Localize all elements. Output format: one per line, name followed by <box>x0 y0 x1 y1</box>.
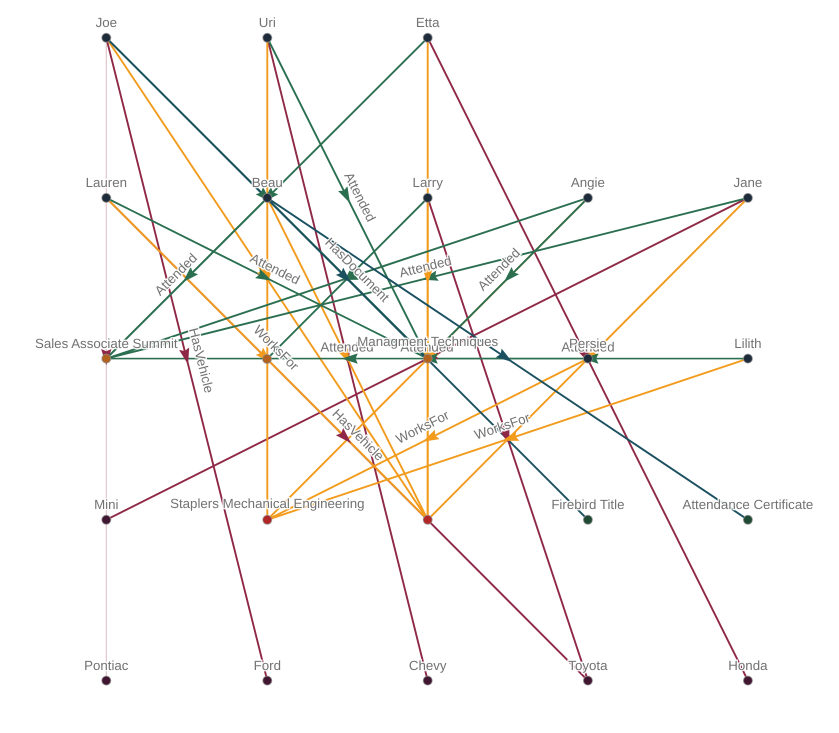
svg-text:Jane: Jane <box>733 175 762 190</box>
svg-text:Joe: Joe <box>96 15 117 30</box>
svg-text:Mini: Mini <box>94 497 118 512</box>
svg-text:Persie: Persie <box>569 336 607 351</box>
svg-text:Pontiac: Pontiac <box>84 658 129 673</box>
svg-text:Honda: Honda <box>728 658 768 673</box>
svg-text:Beau: Beau <box>252 175 283 190</box>
svg-text:Sales Associate Summit: Sales Associate Summit <box>35 336 178 351</box>
svg-text:Attended: Attended <box>320 340 373 355</box>
svg-text:Ford: Ford <box>254 658 281 673</box>
svg-text:Larry: Larry <box>413 175 444 190</box>
svg-text:Toyota: Toyota <box>568 658 608 673</box>
svg-text:Lilith: Lilith <box>734 336 761 351</box>
svg-text:Lauren: Lauren <box>86 175 127 190</box>
svg-text:Etta: Etta <box>416 15 440 30</box>
svg-text:Angie: Angie <box>571 175 605 190</box>
svg-text:Managment Techniques: Managment Techniques <box>357 334 498 349</box>
svg-text:Chevy: Chevy <box>409 658 447 673</box>
svg-text:Uri: Uri <box>259 15 276 30</box>
svg-text:Attended: Attended <box>400 340 453 355</box>
svg-text:Firebird Title: Firebird Title <box>551 497 624 512</box>
svg-text:Attendance Certificate: Attendance Certificate <box>682 497 813 512</box>
svg-text:Staplers Mechanical Engineerin: Staplers Mechanical Engineering <box>170 496 364 511</box>
svg-text:Attended: Attended <box>561 340 614 355</box>
